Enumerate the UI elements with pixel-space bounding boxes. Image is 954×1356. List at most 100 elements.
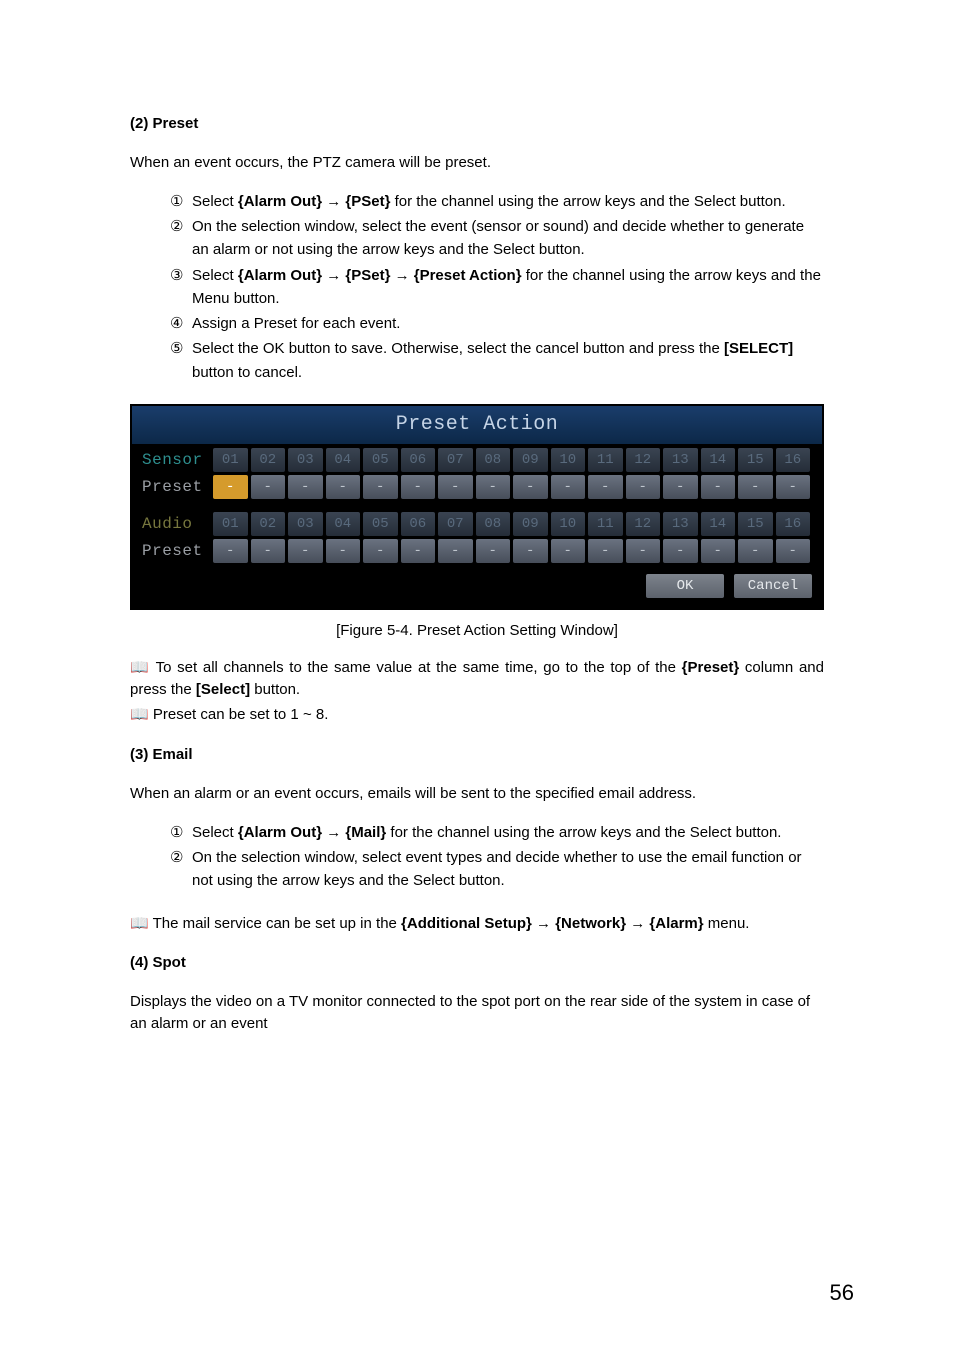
- preset-cell[interactable]: -: [401, 475, 436, 499]
- number-cell[interactable]: 05: [363, 512, 398, 536]
- number-cell[interactable]: 11: [588, 512, 623, 536]
- number-cell[interactable]: 02: [251, 512, 286, 536]
- bold-text: {Additional Setup} → {Network} → {Alarm}: [401, 915, 704, 932]
- preset-cell[interactable]: -: [776, 475, 811, 499]
- audio-number-cells: 01020304050607080910111213141516: [213, 512, 810, 536]
- preset-cell[interactable]: -: [251, 539, 286, 563]
- step-3: ③ Select {Alarm Out} → {PSet} → {Preset …: [170, 264, 824, 311]
- preset-label: Preset: [138, 542, 210, 560]
- section-4-heading: (4) Spot: [130, 954, 824, 971]
- number-cell[interactable]: 01: [213, 512, 248, 536]
- preset-cell[interactable]: -: [626, 539, 661, 563]
- number-cell[interactable]: 14: [701, 448, 736, 472]
- book-icon: 📖: [130, 915, 149, 932]
- sensor-number-cells: 01020304050607080910111213141516: [213, 448, 810, 472]
- audio-preset-cells: ----------------: [213, 539, 810, 563]
- page-number: 56: [830, 1280, 854, 1306]
- step-4: ④ Assign a Preset for each event.: [170, 312, 824, 335]
- preset-cell[interactable]: -: [363, 539, 398, 563]
- bold-text: {Alarm Out} → {PSet} → {Preset Action}: [238, 267, 522, 284]
- number-cell[interactable]: 10: [551, 512, 586, 536]
- ok-button[interactable]: OK: [646, 574, 724, 598]
- preset-cell[interactable]: -: [476, 475, 511, 499]
- audio-section: Audio 01020304050607080910111213141516 P…: [132, 504, 822, 568]
- number-cell[interactable]: 04: [326, 448, 361, 472]
- preset-cell[interactable]: -: [626, 475, 661, 499]
- preset-cell[interactable]: -: [438, 539, 473, 563]
- text: Select: [192, 824, 238, 841]
- preset-cell[interactable]: -: [513, 475, 548, 499]
- number-cell[interactable]: 09: [513, 512, 548, 536]
- number-cell[interactable]: 15: [738, 512, 773, 536]
- step-5: ⑤ Select the OK button to save. Otherwis…: [170, 337, 824, 384]
- number-cell[interactable]: 04: [326, 512, 361, 536]
- number-cell[interactable]: 08: [476, 512, 511, 536]
- number-cell[interactable]: 01: [213, 448, 248, 472]
- preset-cell[interactable]: -: [738, 475, 773, 499]
- sensor-label: Sensor: [138, 451, 210, 469]
- document-page: (2) Preset When an event occurs, the PTZ…: [0, 0, 954, 1356]
- preset-cell[interactable]: -: [701, 539, 736, 563]
- preset-label: Preset: [138, 478, 210, 496]
- step-1: ① Select {Alarm Out} → {PSet} for the ch…: [170, 190, 824, 213]
- preset-cell[interactable]: -: [438, 475, 473, 499]
- number-cell[interactable]: 03: [288, 512, 323, 536]
- preset-cell[interactable]: -: [663, 475, 698, 499]
- preset-cell[interactable]: -: [588, 539, 623, 563]
- preset-cell[interactable]: -: [663, 539, 698, 563]
- preset-cell[interactable]: -: [213, 475, 248, 499]
- section-2-steps: ① Select {Alarm Out} → {PSet} for the ch…: [130, 190, 824, 384]
- preset-cell[interactable]: -: [326, 475, 361, 499]
- step-1: ① Select {Alarm Out} → {Mail} for the ch…: [170, 821, 824, 844]
- number-cell[interactable]: 12: [626, 448, 661, 472]
- preset-cell[interactable]: -: [363, 475, 398, 499]
- preset-cell[interactable]: -: [401, 539, 436, 563]
- number-cell[interactable]: 06: [401, 512, 436, 536]
- preset-cell[interactable]: -: [588, 475, 623, 499]
- step-num: ③: [170, 264, 192, 311]
- text: Select the OK button to save. Otherwise,…: [192, 340, 724, 357]
- book-icon: 📖: [130, 706, 149, 723]
- number-cell[interactable]: 13: [663, 512, 698, 536]
- number-cell[interactable]: 07: [438, 448, 473, 472]
- preset-cell[interactable]: -: [776, 539, 811, 563]
- text: Preset can be set to 1 ~ 8.: [149, 706, 329, 723]
- preset-cell[interactable]: -: [213, 539, 248, 563]
- preset-cell[interactable]: -: [701, 475, 736, 499]
- step-2: ② On the selection window, select event …: [170, 846, 824, 893]
- number-cell[interactable]: 14: [701, 512, 736, 536]
- bold-text: [SELECT]: [724, 340, 793, 357]
- step-text: Select {Alarm Out} → {PSet} for the chan…: [192, 190, 824, 213]
- preset-cell[interactable]: -: [513, 539, 548, 563]
- preset-cell[interactable]: -: [551, 539, 586, 563]
- number-cell[interactable]: 16: [776, 448, 811, 472]
- number-cell[interactable]: 15: [738, 448, 773, 472]
- figure-caption: [Figure 5-4. Preset Action Setting Windo…: [130, 622, 824, 639]
- number-cell[interactable]: 11: [588, 448, 623, 472]
- number-cell[interactable]: 10: [551, 448, 586, 472]
- step-text: On the selection window, select event ty…: [192, 846, 824, 893]
- text: button to cancel.: [192, 364, 302, 381]
- number-cell[interactable]: 06: [401, 448, 436, 472]
- preset-cell[interactable]: -: [251, 475, 286, 499]
- preset-cell[interactable]: -: [326, 539, 361, 563]
- number-cell[interactable]: 05: [363, 448, 398, 472]
- number-cell[interactable]: 09: [513, 448, 548, 472]
- number-cell[interactable]: 03: [288, 448, 323, 472]
- number-cell[interactable]: 02: [251, 448, 286, 472]
- preset-cell[interactable]: -: [551, 475, 586, 499]
- bold-text: {Preset}: [682, 659, 740, 676]
- preset-cell[interactable]: -: [288, 475, 323, 499]
- preset-cell[interactable]: -: [288, 539, 323, 563]
- number-cell[interactable]: 16: [776, 512, 811, 536]
- number-cell[interactable]: 08: [476, 448, 511, 472]
- section-2-heading: (2) Preset: [130, 115, 824, 132]
- number-cell[interactable]: 12: [626, 512, 661, 536]
- note-1: 📖 To set all channels to the same value …: [130, 657, 824, 701]
- number-cell[interactable]: 07: [438, 512, 473, 536]
- preset-cell[interactable]: -: [476, 539, 511, 563]
- number-cell[interactable]: 13: [663, 448, 698, 472]
- step-text: On the selection window, select the even…: [192, 215, 824, 262]
- cancel-button[interactable]: Cancel: [734, 574, 812, 598]
- preset-cell[interactable]: -: [738, 539, 773, 563]
